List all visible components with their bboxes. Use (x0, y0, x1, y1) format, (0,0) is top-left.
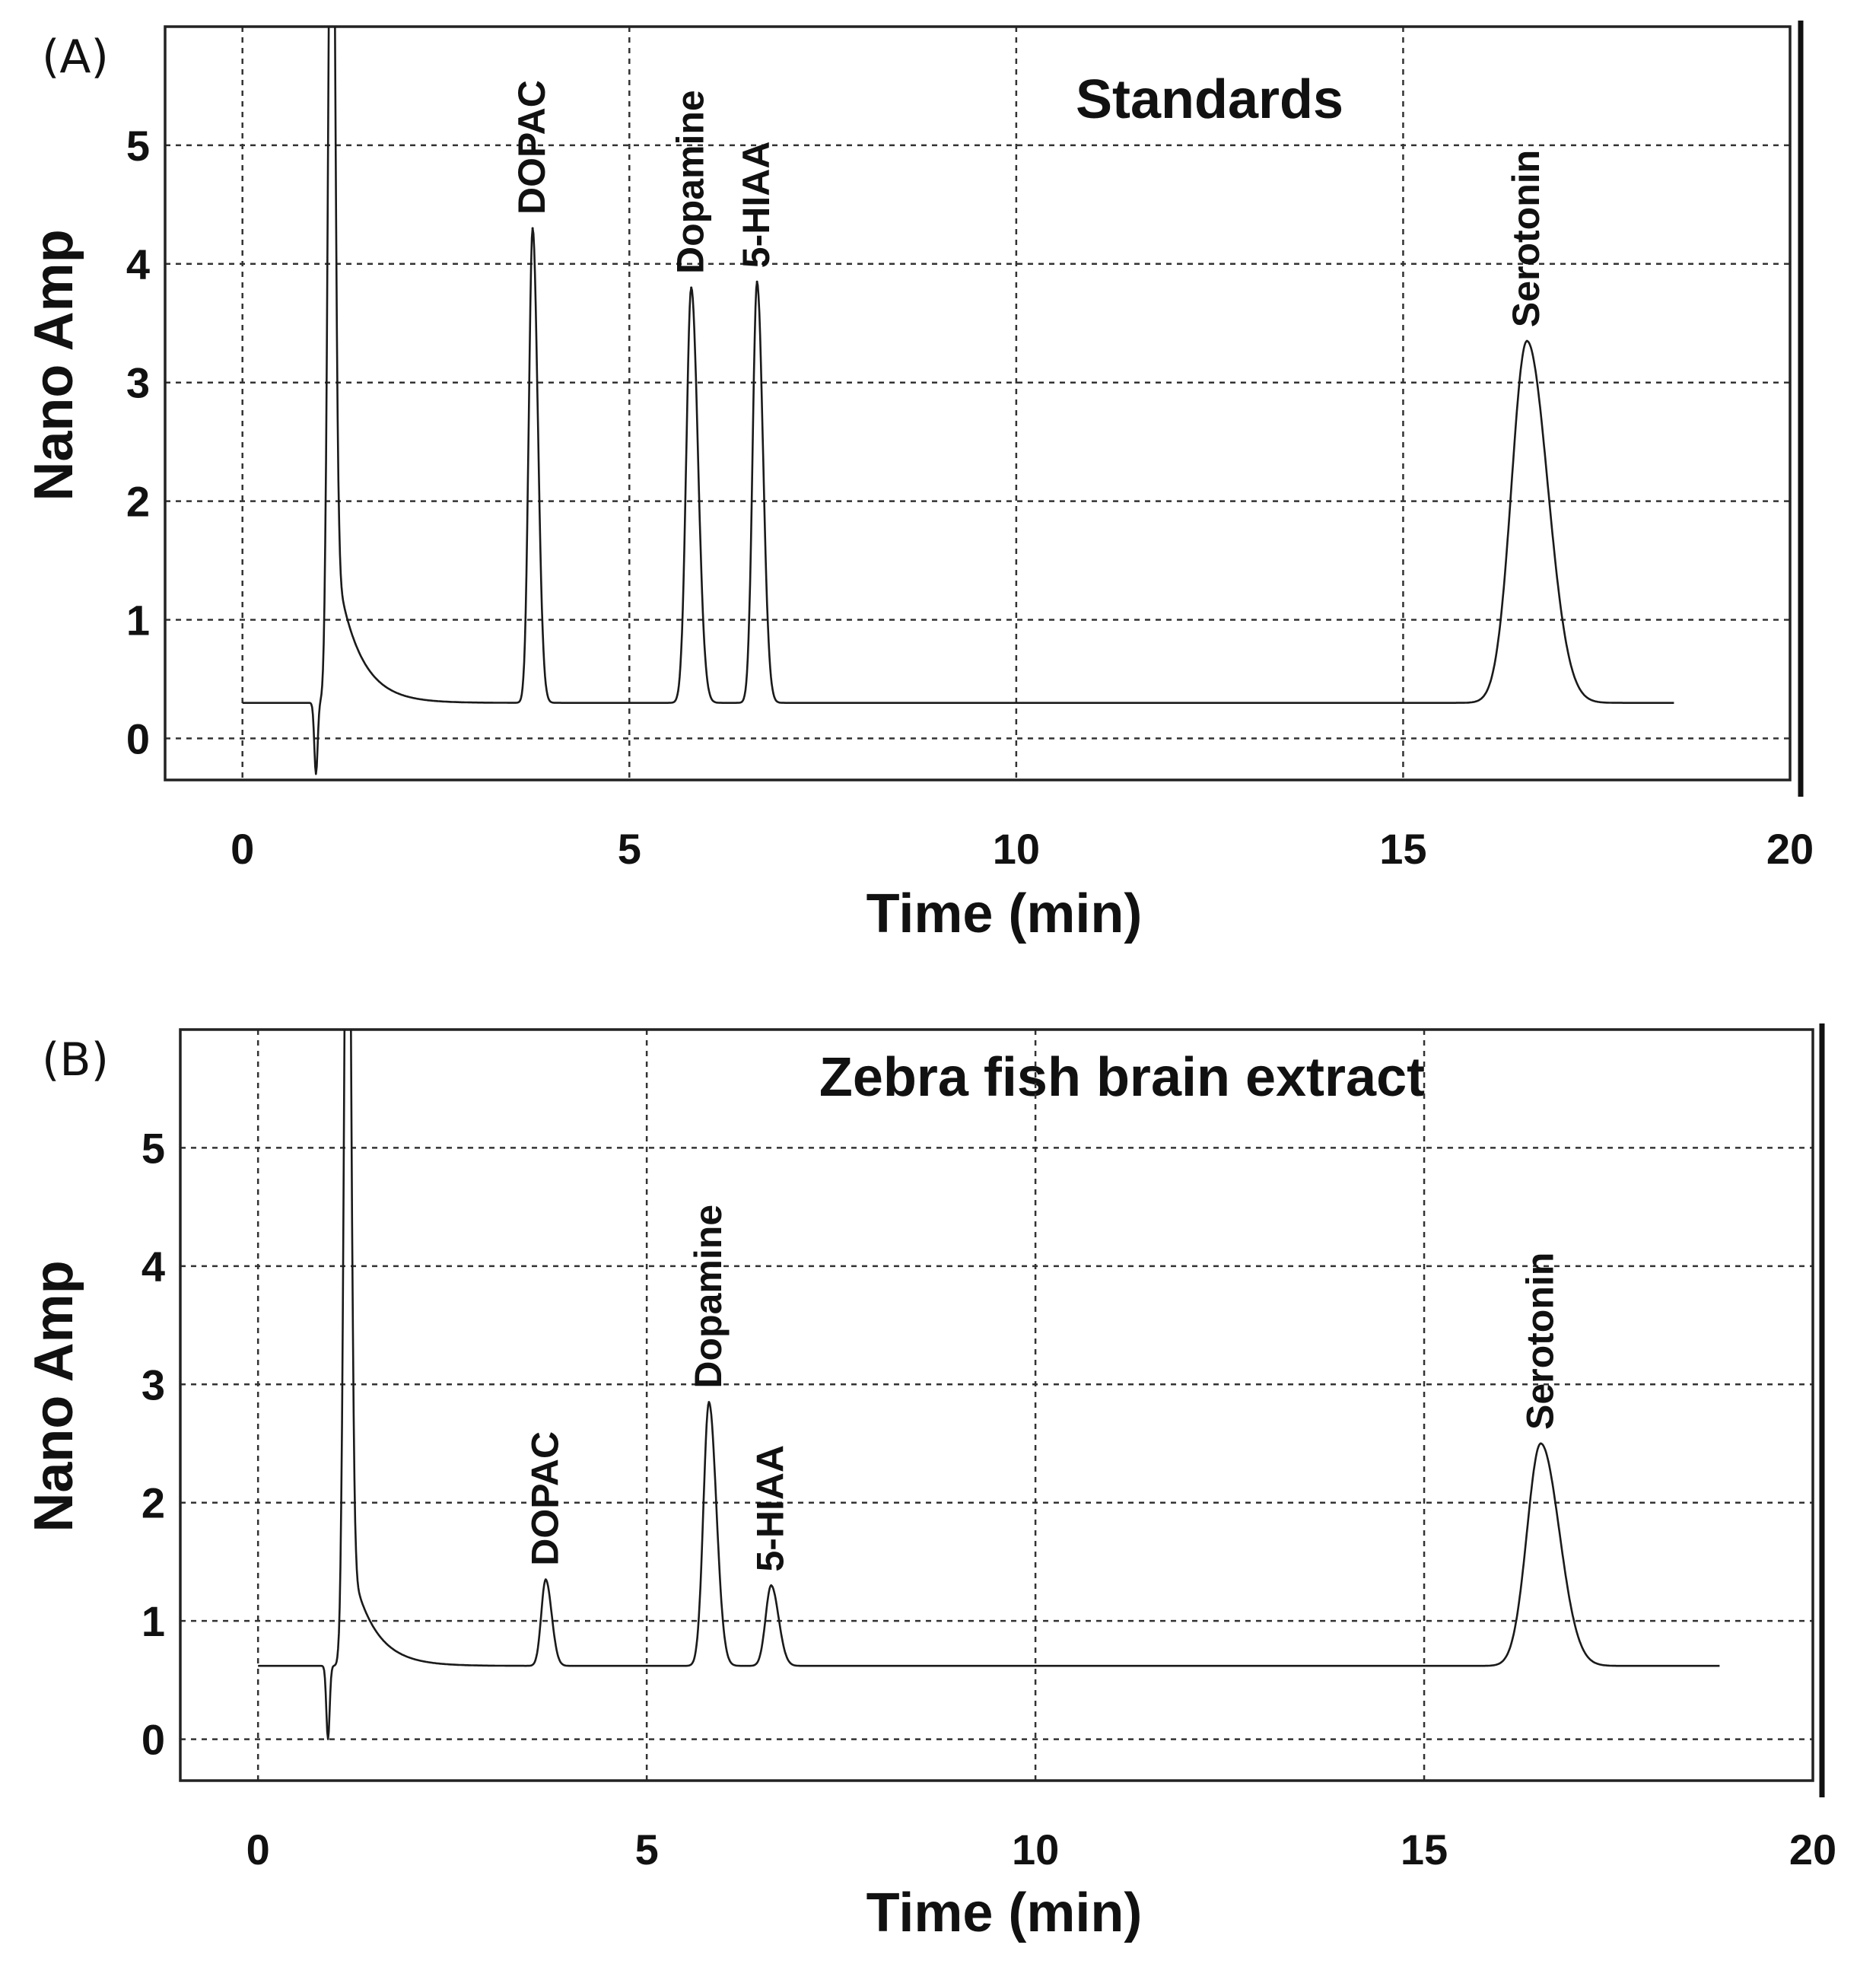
panel-a-peak-apex-dopac (531, 227, 534, 230)
panel-b-chromatogram-trace (257, 1030, 1720, 1740)
panel-a-title: Standards (1076, 69, 1343, 130)
panel-a-x-tick-label: 10 (993, 825, 1040, 873)
panel-b-y-tick-label: 5 (141, 1124, 165, 1172)
panel-a-peak-apex-5-hiaa (755, 280, 758, 283)
panel-b-peak-apex-5-hiaa (770, 1584, 773, 1587)
panel-a-x-tick-label: 0 (231, 825, 254, 873)
panel-b-frame (179, 1028, 1814, 1782)
panel-b-peak-label-dopamine: Dopamine (687, 1205, 730, 1389)
panel-b-peak-label-serotonin: Serotonin (1518, 1253, 1561, 1430)
panel-a-peak-label-5-hiaa: 5-HIAA (735, 142, 777, 269)
panel-a-frame (164, 25, 1792, 781)
panel-a-y-tick-label: 1 (126, 597, 150, 645)
panel-b-peak-label-dopac: DOPAC (523, 1431, 566, 1566)
panel-a-y-tick-label: 2 (126, 478, 150, 526)
panel-b-y-tick-label: 4 (141, 1243, 165, 1291)
panel-a-y-tick-label: 0 (126, 715, 150, 762)
panel-b-peak-apex-dopamine (707, 1401, 711, 1404)
panel-a-y-axis-label: Nano Amp (24, 229, 84, 501)
panel-a-x-tick-label: 15 (1379, 825, 1426, 873)
panel-b-plot-area: 0 5 10 15 20 0 1 2 3 4 5 DOPAC Dopamine 5-HIAA Seroton… (141, 1023, 1836, 1873)
panel-b-chart: (B) Zebra fish brain extract 0 5 10 15 20 0 1 2… (24, 1023, 1836, 1943)
panel-a-x-tick-label: 5 (618, 825, 641, 873)
panel-a-peak-apex-serotonin (1525, 339, 1528, 342)
panel-b-label: (B) (42, 1033, 109, 1087)
panel-b-title: Zebra fish brain extract (819, 1047, 1425, 1108)
panel-b-x-tick-label: 5 (635, 1826, 659, 1873)
panel-a-peak-label-serotonin: Serotonin (1505, 150, 1547, 327)
panel-b-x-tick-label: 15 (1401, 1826, 1448, 1873)
panel-b-peak-apex-dopac (544, 1578, 547, 1581)
panel-b-y-tick-label: 0 (141, 1716, 165, 1764)
panel-b-peak-apex-serotonin (1539, 1442, 1542, 1445)
panel-b-y-tick-label: 1 (141, 1597, 165, 1645)
panel-a-peak-apex-dopamine (690, 286, 693, 289)
panel-b-y-axis-label: Nano Amp (24, 1260, 84, 1532)
panel-b-y-tick-label: 2 (141, 1479, 165, 1527)
panel-a-x-tick-label: 20 (1766, 825, 1814, 873)
panel-a-y-tick-label: 5 (126, 122, 150, 170)
panel-a-plot-area: 0 5 10 15 20 0 1 2 3 4 5 DOPAC Dopamine 5-HIAA Seroton… (126, 21, 1814, 873)
panel-b-x-tick-label: 20 (1789, 1826, 1836, 1873)
panel-b-x-tick-label: 0 (246, 1826, 270, 1873)
panel-b-x-tick-label: 10 (1012, 1826, 1059, 1873)
panel-a-label: (A) (42, 30, 109, 84)
panel-b-peak-label-5-hiaa: 5-HIAA (749, 1445, 792, 1572)
panel-a-peak-label-dopac: DOPAC (510, 80, 553, 215)
panel-a-chromatogram-trace (242, 27, 1674, 775)
panel-a-peak-label-dopamine: Dopamine (669, 90, 712, 274)
panel-a-y-tick-label: 4 (126, 240, 150, 288)
panel-a-x-axis-label: Time (min) (866, 883, 1143, 944)
panel-b-x-axis-label: Time (min) (866, 1883, 1143, 1943)
panel-b-y-tick-label: 3 (141, 1361, 165, 1409)
panel-a-y-tick-label: 3 (126, 359, 150, 407)
panel-a-chart: (A) Standards 0 5 10 15 20 0 1 2 3 4 5 DOPAC Dopamin… (24, 21, 1814, 944)
